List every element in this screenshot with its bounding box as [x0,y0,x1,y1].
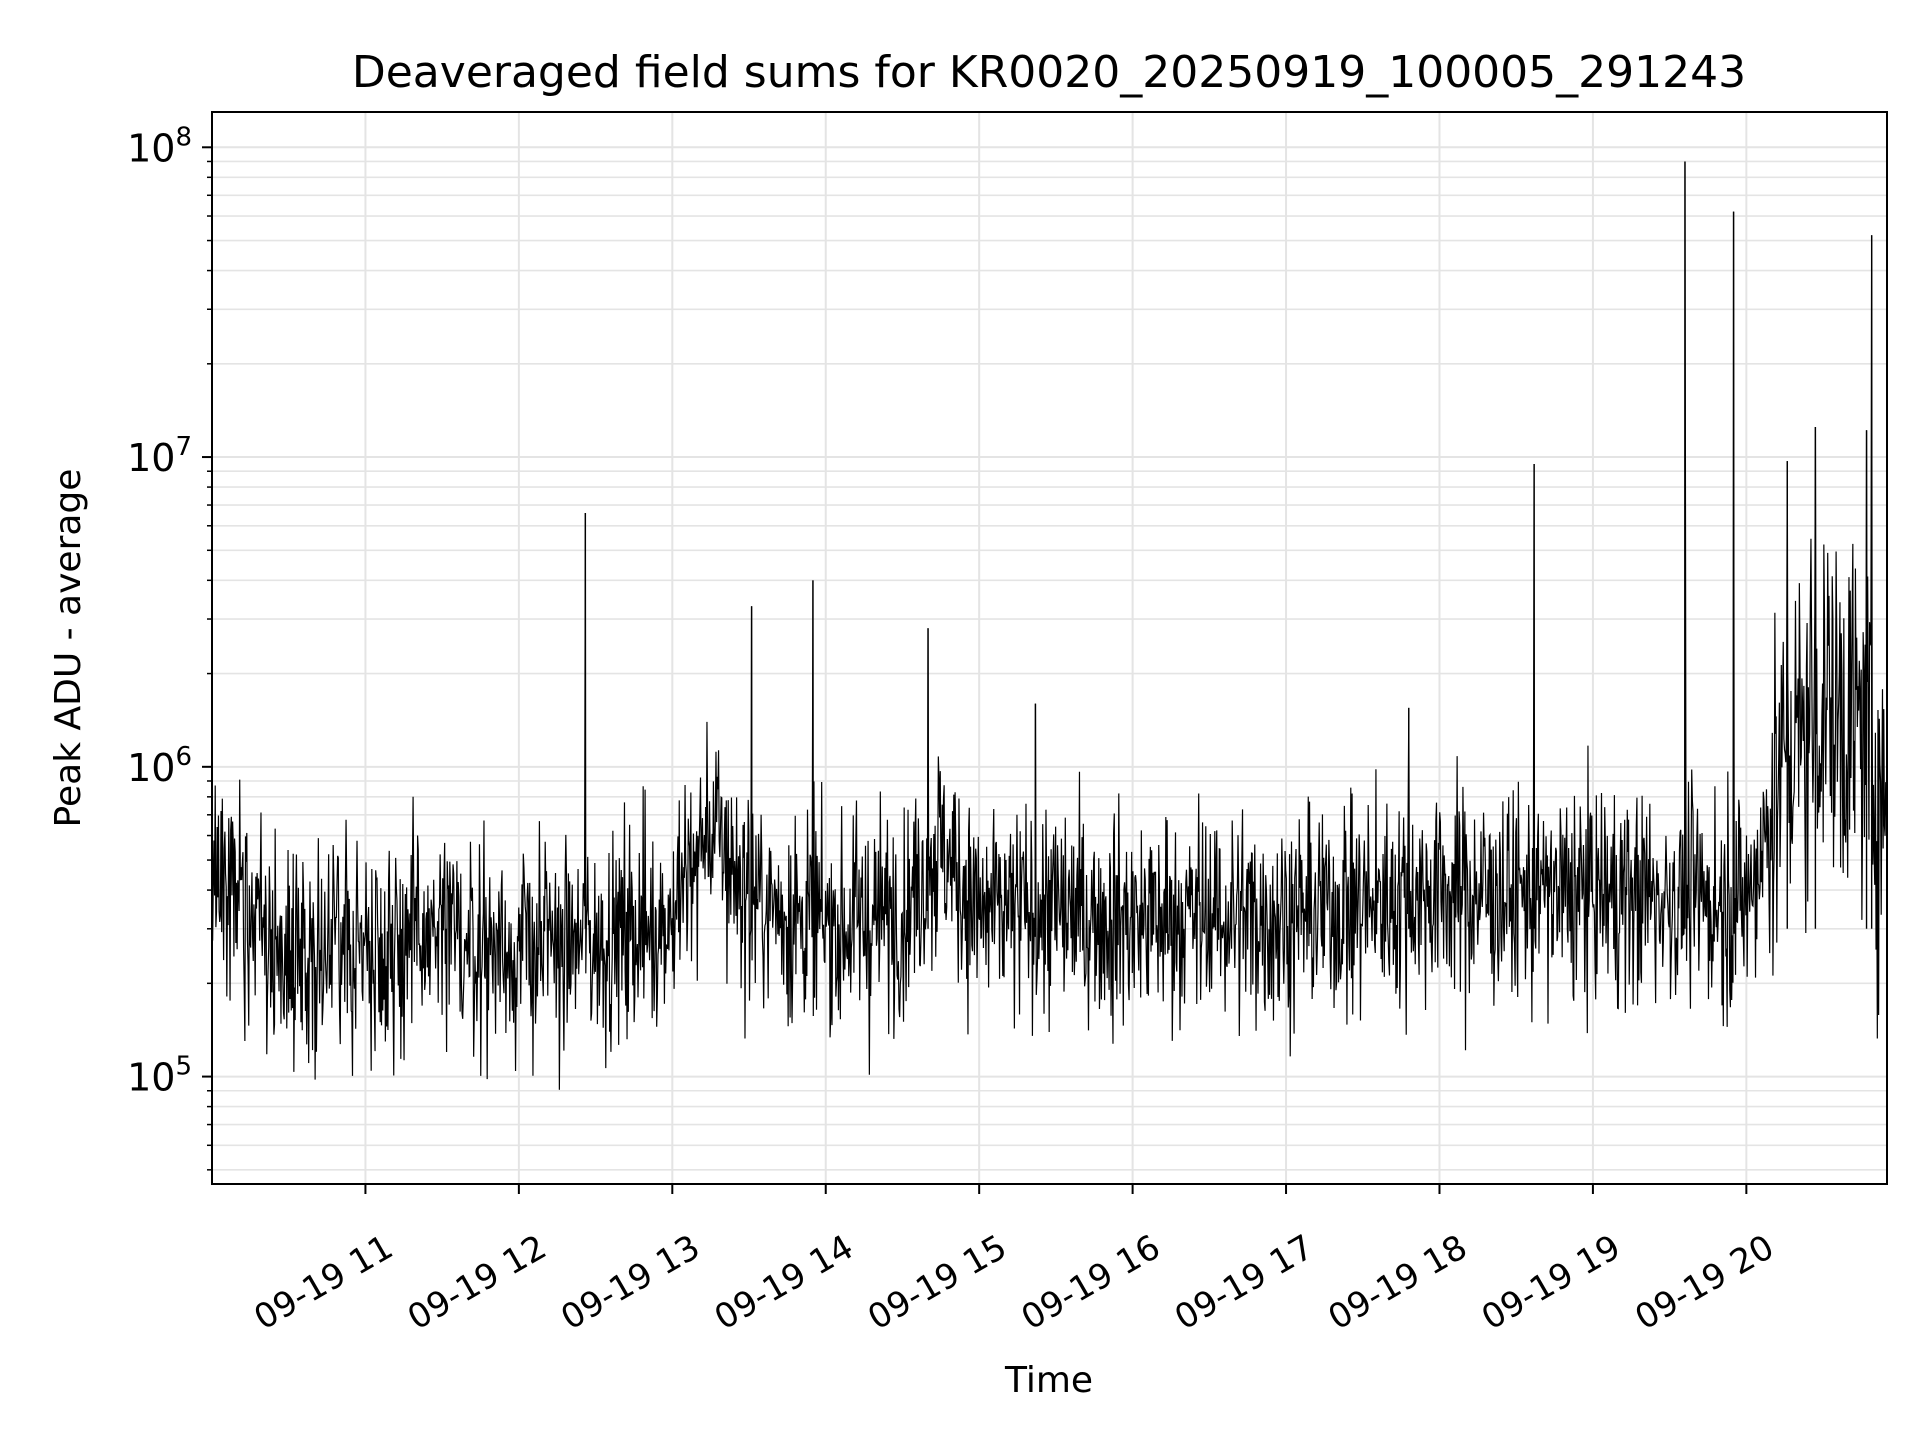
series-line [211,161,1888,1090]
y-tick-label: 107 [127,432,192,480]
y-axis-label: Peak ADU - average [48,469,89,828]
y-tick-base: 10 [127,1056,175,1100]
y-tick-base: 10 [127,746,175,790]
grid [212,112,1887,1184]
y-tick-exponent: 8 [175,122,192,152]
chart-title: Deaveraged field sums for KR0020_2025091… [352,47,1746,98]
x-axis-label: Time [1004,1360,1093,1401]
plot-frame [211,111,1888,1185]
data-layer [211,161,1888,1090]
y-tick-label: 105 [127,1052,192,1100]
y-tick-exponent: 6 [175,742,192,772]
y-tick-label: 108 [127,122,192,170]
y-tick-base: 10 [127,126,175,170]
y-tick-base: 10 [127,436,175,480]
y-tick-exponent: 5 [175,1052,192,1082]
y-tick-label: 106 [127,742,192,790]
y-tick-exponent: 7 [175,432,192,462]
